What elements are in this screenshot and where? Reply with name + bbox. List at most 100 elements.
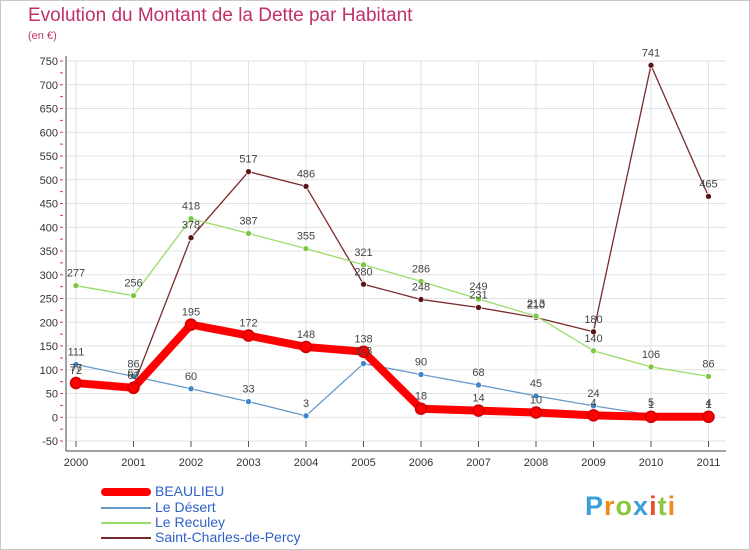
data-point-le-desert bbox=[72, 361, 80, 368]
data-label: 33 bbox=[242, 384, 254, 396]
data-label: 3 bbox=[303, 398, 309, 410]
data-point-beaulieu bbox=[69, 376, 83, 390]
data-point-le-desert bbox=[130, 373, 137, 380]
data-label: 86 bbox=[127, 358, 139, 370]
data-label: 280 bbox=[354, 266, 372, 278]
data-point-le-desert bbox=[417, 371, 425, 378]
data-label: 68 bbox=[472, 367, 484, 379]
x-tick-label: 2003 bbox=[236, 457, 260, 469]
logo-letter: o bbox=[615, 491, 634, 521]
data-label: 286 bbox=[412, 263, 430, 275]
data-point-le-desert bbox=[475, 381, 482, 389]
x-tick-label: 2000 bbox=[64, 457, 88, 469]
data-label: 465 bbox=[699, 178, 717, 190]
data-point-beaulieu bbox=[184, 318, 198, 331]
data-label: 5 bbox=[648, 397, 654, 409]
data-label: 195 bbox=[182, 307, 200, 319]
y-tick-label: 100 bbox=[40, 365, 58, 377]
logo-letter: i bbox=[649, 491, 658, 521]
data-label: 378 bbox=[182, 220, 200, 232]
data-point-le-reculey bbox=[532, 312, 540, 320]
data-label: 321 bbox=[354, 247, 372, 259]
data-point-saint-charles-de-percy bbox=[187, 234, 195, 242]
data-label: 62 bbox=[127, 370, 139, 382]
series-line-le-reculey bbox=[75, 218, 710, 378]
y-tick-label: 550 bbox=[40, 151, 58, 163]
y-tick-label: 650 bbox=[40, 104, 58, 116]
data-labels: 77 67378517486280248231210180741465277256… bbox=[67, 47, 718, 411]
legend-item-le-desert[interactable]: Le Désert bbox=[101, 499, 361, 515]
data-label: 355 bbox=[297, 231, 315, 243]
data-label: 106 bbox=[642, 349, 660, 361]
x-tick-label: 2006 bbox=[409, 457, 433, 469]
legend-swatch bbox=[101, 537, 151, 539]
data-label: 180 bbox=[584, 314, 602, 326]
data-point-le-reculey bbox=[187, 215, 195, 223]
logo-letter: t bbox=[657, 491, 668, 521]
y-tick-labels: -50 0 50 100 150 200 250 300 350 400 450 500 550 600 6… bbox=[40, 56, 58, 448]
data-label: 140 bbox=[584, 333, 602, 345]
x-tick-label: 2007 bbox=[466, 457, 490, 469]
data-point-beaulieu bbox=[299, 340, 313, 354]
x-tick-label: 2004 bbox=[294, 457, 318, 469]
y-tick-label: -50 bbox=[42, 436, 58, 448]
legend-label: Le Reculey bbox=[155, 514, 226, 530]
data-point-saint-charles-de-percy bbox=[360, 280, 367, 288]
legend-item-beaulieu[interactable]: BEAULIEU bbox=[101, 483, 361, 499]
data-point-le-desert bbox=[245, 398, 252, 405]
data-point-beaulieu bbox=[242, 329, 255, 342]
data-point-le-desert bbox=[302, 412, 310, 420]
data-label: 90 bbox=[415, 357, 427, 369]
y-tick-label: 200 bbox=[40, 317, 58, 329]
proxiti-logo[interactable]: Proxiti bbox=[585, 491, 676, 522]
data-point-le-reculey bbox=[130, 292, 137, 299]
y-tick-label: 700 bbox=[40, 80, 58, 92]
y-tick-label: 400 bbox=[40, 222, 58, 234]
y-tick-label: 450 bbox=[40, 199, 58, 211]
y-tick-label: 250 bbox=[40, 294, 58, 306]
y-tick-label: 150 bbox=[40, 341, 58, 353]
data-point-saint-charles-de-percy bbox=[647, 61, 655, 69]
y-tick-label: 750 bbox=[40, 56, 58, 68]
data-label: 1 bbox=[705, 399, 711, 411]
data-point-le-desert bbox=[590, 402, 597, 410]
series-lines bbox=[69, 61, 715, 424]
legend-label: BEAULIEU bbox=[155, 483, 225, 499]
data-label: 1 bbox=[648, 399, 654, 411]
data-label: 387 bbox=[239, 215, 257, 227]
data-label: 741 bbox=[642, 47, 660, 59]
series-line-saint-charles-de-percy bbox=[75, 64, 710, 387]
legend-item-saint-charles-de-percy[interactable]: Saint-Charles-de-Percy bbox=[101, 529, 361, 545]
data-point-saint-charles-de-percy bbox=[245, 168, 252, 176]
data-point-beaulieu bbox=[644, 410, 658, 424]
data-point-le-reculey bbox=[705, 373, 712, 380]
data-label: 231 bbox=[469, 290, 487, 302]
data-label: 67 bbox=[127, 367, 139, 379]
x-tick-label: 2010 bbox=[639, 457, 663, 469]
y-tick-label: 0 bbox=[52, 412, 58, 424]
data-label: 517 bbox=[239, 154, 257, 166]
data-label: 14 bbox=[472, 393, 484, 405]
data-point-beaulieu bbox=[357, 345, 370, 358]
data-point-beaulieu bbox=[529, 406, 543, 419]
data-point-le-reculey bbox=[475, 295, 482, 303]
data-label: 277 bbox=[67, 268, 85, 280]
data-point-beaulieu bbox=[702, 410, 715, 424]
x-tick-label: 2001 bbox=[121, 457, 145, 469]
y-tick-label: 600 bbox=[40, 127, 58, 139]
data-label: 138 bbox=[354, 334, 372, 346]
legend-item-le-reculey[interactable]: Le Reculey bbox=[101, 514, 361, 530]
x-tick-labels: 2000 2001 2002 2003 2004 2005 2006 2007 2008 2009… bbox=[64, 457, 721, 469]
legend-swatch bbox=[101, 507, 151, 509]
data-point-le-reculey bbox=[360, 261, 367, 269]
data-point-le-reculey bbox=[245, 230, 252, 237]
data-point-saint-charles-de-percy bbox=[705, 193, 712, 200]
data-label: 86 bbox=[702, 358, 714, 370]
x-tick-label: 2002 bbox=[179, 457, 203, 469]
logo-letter: x bbox=[633, 491, 650, 521]
data-label: 111 bbox=[68, 347, 85, 359]
x-tick-label: 2008 bbox=[524, 457, 548, 469]
data-label: 249 bbox=[469, 281, 487, 293]
x-tick-label: 2005 bbox=[351, 457, 375, 469]
data-point-beaulieu bbox=[587, 409, 600, 422]
